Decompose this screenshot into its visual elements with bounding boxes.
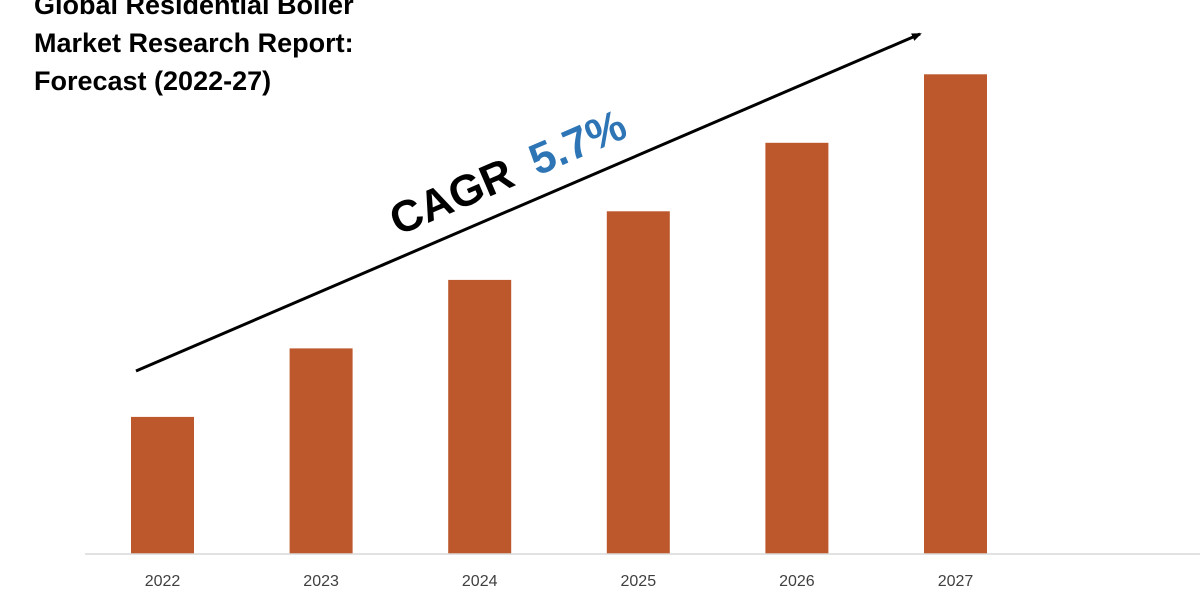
chart-title-line-3: Forecast (2022-27) (34, 66, 272, 96)
chart-title-line-1: Global Residential Boiler (34, 0, 354, 20)
chart-title-line-2: Market Research Report: (34, 28, 354, 58)
x-tick-label-2026: 2026 (779, 573, 815, 590)
x-tick-label-2023: 2023 (303, 573, 339, 590)
x-tick-label-2027: 2027 (938, 573, 974, 590)
bar-2022 (131, 416, 194, 554)
x-tick-label-2024: 2024 (462, 573, 498, 590)
bars-group (131, 74, 987, 555)
cagr-value: 5.7% (522, 100, 633, 185)
growth-arrow (135, 32, 922, 373)
bar-2026 (765, 142, 829, 555)
bar-2025 (606, 211, 670, 555)
x-tick-label-2025: 2025 (621, 573, 657, 590)
x-tick-label-2022: 2022 (145, 573, 181, 590)
cagr-prefix: CAGR (383, 149, 521, 245)
chart-title: Global Residential Boiler Market Researc… (34, 0, 354, 100)
x-tick-labels: 2022 2023 2024 2025 2026 2027 (145, 573, 974, 590)
bar-2023 (289, 348, 353, 554)
bar-2027 (924, 74, 987, 555)
bar-2024 (448, 279, 512, 554)
